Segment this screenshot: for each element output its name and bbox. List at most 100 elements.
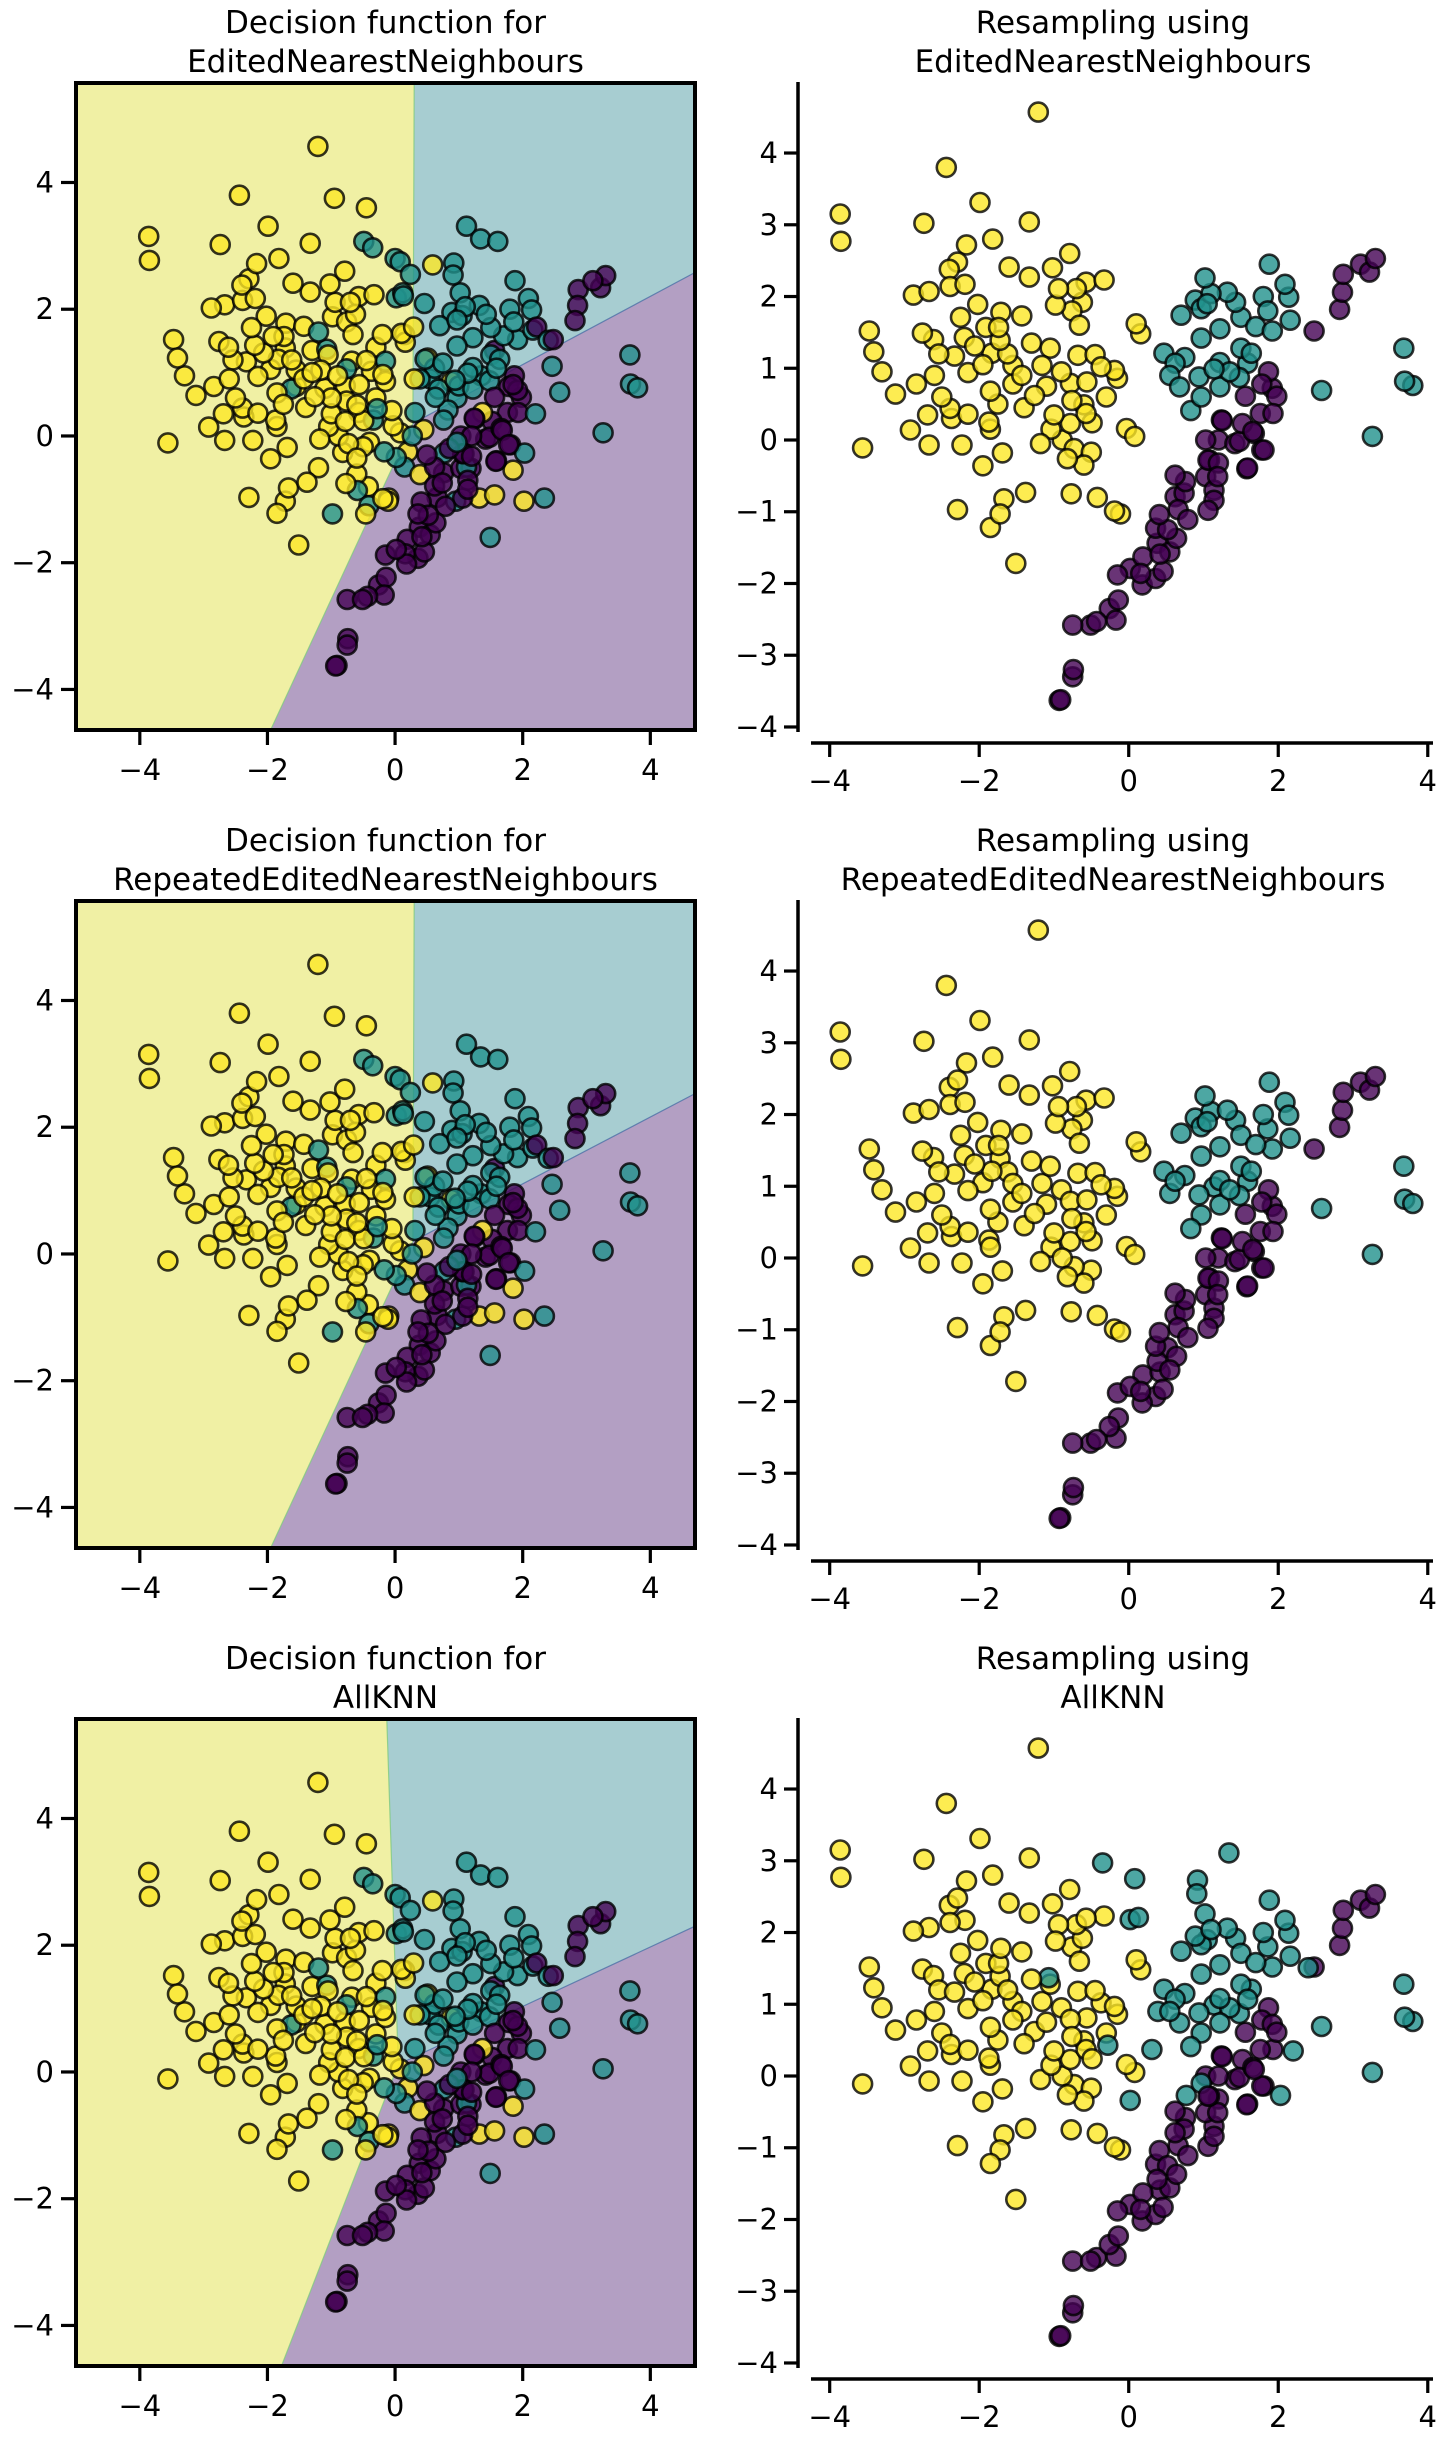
data-point-yellow	[282, 272, 304, 295]
data-point-yellow	[899, 1237, 922, 1259]
data-point-purple	[1197, 1317, 1219, 1340]
data-point-teal	[619, 1162, 641, 1184]
data-point-yellow	[963, 335, 986, 357]
data-point-yellow	[243, 1152, 266, 1175]
data-point-yellow	[829, 1839, 852, 1861]
data-point-yellow	[280, 1167, 303, 1189]
data-point-teal	[373, 1259, 396, 1281]
data-point-teal	[1279, 309, 1301, 332]
data-point-purple	[1129, 1380, 1152, 1403]
data-point-purple	[1152, 1378, 1174, 1401]
data-point-yellow	[1125, 1131, 1147, 1153]
data-point-yellow	[923, 2000, 946, 2023]
data-point-yellow	[913, 1848, 935, 1871]
data-point-teal	[413, 1928, 436, 1951]
data-point-teal	[414, 348, 436, 371]
data-point-teal	[619, 1980, 641, 2002]
data-point-yellow	[1125, 1949, 1147, 1971]
data-point-yellow	[862, 1977, 885, 1999]
data-point-yellow	[951, 434, 973, 456]
data-point-teal	[1252, 1921, 1275, 1944]
data-point-teal	[502, 1947, 525, 1969]
x-tick-label: 0	[1120, 1582, 1138, 1616]
data-point-purple	[460, 445, 483, 468]
data-point-purple	[1149, 543, 1171, 565]
data-point-teal	[1209, 2012, 1231, 2034]
data-point-purple	[463, 1225, 486, 1247]
data-point-teal	[1310, 1197, 1333, 1220]
data-point-purple	[1146, 2168, 1168, 2191]
data-point-yellow	[858, 1956, 881, 1978]
data-point-yellow	[1051, 1247, 1073, 1269]
data-point-yellow	[1090, 355, 1112, 378]
data-point-yellow	[946, 498, 969, 521]
data-point-teal	[444, 2005, 466, 2027]
data-point-purple	[1364, 1065, 1387, 1088]
data-point-yellow	[998, 1074, 1020, 1096]
data-point-purple	[1164, 2100, 1186, 2122]
data-point-teal	[366, 2033, 389, 2056]
data-point-yellow	[259, 1266, 282, 1288]
data-point-yellow	[173, 2001, 196, 2023]
data-point-purple	[497, 2070, 520, 2092]
data-point-yellow	[296, 2107, 318, 2129]
data-point-purple	[1165, 2163, 1188, 2186]
data-point-teal	[1209, 1136, 1231, 1158]
x-tick-label: 0	[1120, 764, 1138, 798]
data-point-yellow	[421, 1072, 444, 1094]
data-point-yellow	[402, 1134, 425, 1156]
x-tick-label: 2	[513, 1571, 531, 1605]
data-point-teal	[1393, 2006, 1416, 2028]
data-point-yellow	[1076, 371, 1098, 393]
data-point-yellow	[1018, 1029, 1041, 1051]
data-point-yellow	[228, 1002, 251, 1025]
data-point-yellow	[339, 1927, 362, 1950]
data-point-purple	[1062, 2294, 1085, 2317]
data-point-teal	[1203, 358, 1225, 380]
data-point-yellow	[949, 1124, 972, 1147]
data-point-yellow	[287, 2170, 310, 2192]
data-point-yellow	[363, 283, 385, 306]
data-point-yellow	[224, 387, 247, 409]
data-point-yellow	[862, 1159, 885, 1181]
data-point-teal	[504, 1087, 526, 1110]
data-point-yellow	[884, 2019, 907, 2041]
data-point-yellow	[247, 365, 269, 388]
data-point-purple	[1106, 2200, 1129, 2222]
data-point-purple	[1236, 1275, 1259, 1297]
data-point-yellow	[245, 1070, 268, 1093]
data-point-teal	[1393, 1973, 1415, 1995]
data-point-teal	[424, 386, 447, 409]
data-point-purple	[1262, 1220, 1284, 1243]
data-point-yellow	[326, 2001, 349, 2023]
panel-title-line: EditedNearestNeighbours	[187, 44, 584, 80]
data-point-teal	[1269, 2084, 1292, 2107]
data-point-yellow	[299, 1099, 322, 1121]
data-point-yellow	[1018, 1902, 1041, 1924]
y-tick-label: −2	[11, 2182, 54, 2216]
data-point-purple	[1364, 247, 1387, 270]
data-point-yellow	[299, 1050, 322, 1073]
data-point-purple	[431, 2108, 454, 2130]
y-tick-label: 0	[760, 423, 778, 457]
data-point-purple	[395, 2189, 418, 2211]
data-point-purple	[1159, 1359, 1181, 1381]
data-point-yellow	[1056, 2083, 1079, 2106]
data-point-teal	[446, 1127, 468, 1149]
data-point-yellow	[276, 436, 299, 459]
data-point-yellow	[483, 484, 506, 506]
data-point-yellow	[303, 385, 326, 408]
data-point-yellow	[217, 1972, 240, 1994]
data-point-yellow	[238, 486, 260, 509]
data-point-purple	[351, 588, 374, 611]
data-point-yellow	[957, 403, 979, 426]
data-point-yellow	[372, 1305, 394, 1328]
data-point-yellow	[1076, 1189, 1098, 1211]
x-tick-label: −2	[246, 753, 289, 787]
data-point-purple	[497, 433, 520, 456]
data-point-yellow	[981, 1864, 1004, 1886]
data-point-yellow	[197, 1234, 220, 1256]
data-point-teal	[1236, 1988, 1259, 2010]
